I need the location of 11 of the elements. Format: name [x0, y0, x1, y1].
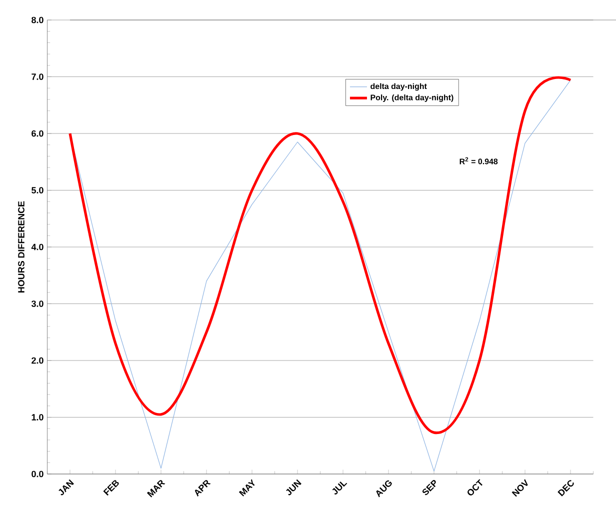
y-tick-label: 0.0: [32, 470, 44, 478]
y-tick-label: 5.0: [32, 187, 44, 194]
y-tick-label: 8.0: [32, 16, 44, 24]
y-axis-title: HOURS DIFFERENCE: [18, 201, 24, 292]
y-tick-label: 2.0: [32, 357, 44, 364]
y-tick-label: 7.0: [32, 74, 44, 80]
y-tick-label: 6.0: [32, 130, 44, 137]
y-tick-label: 4.0: [31, 244, 44, 250]
x-tick-label: JUL: [332, 482, 348, 495]
y-tick-label: 1.0: [32, 414, 44, 420]
y-tick-label: 3.0: [31, 300, 44, 307]
